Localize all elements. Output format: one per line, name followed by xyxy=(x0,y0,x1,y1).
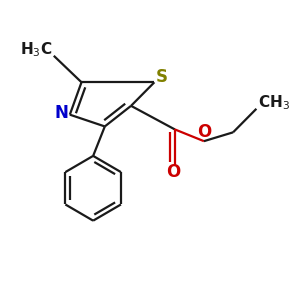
Text: O: O xyxy=(197,123,212,141)
Text: H$_3$C: H$_3$C xyxy=(20,40,52,59)
Text: N: N xyxy=(55,104,69,122)
Text: O: O xyxy=(166,163,180,181)
Text: S: S xyxy=(156,68,168,86)
Text: CH$_3$: CH$_3$ xyxy=(258,94,290,112)
